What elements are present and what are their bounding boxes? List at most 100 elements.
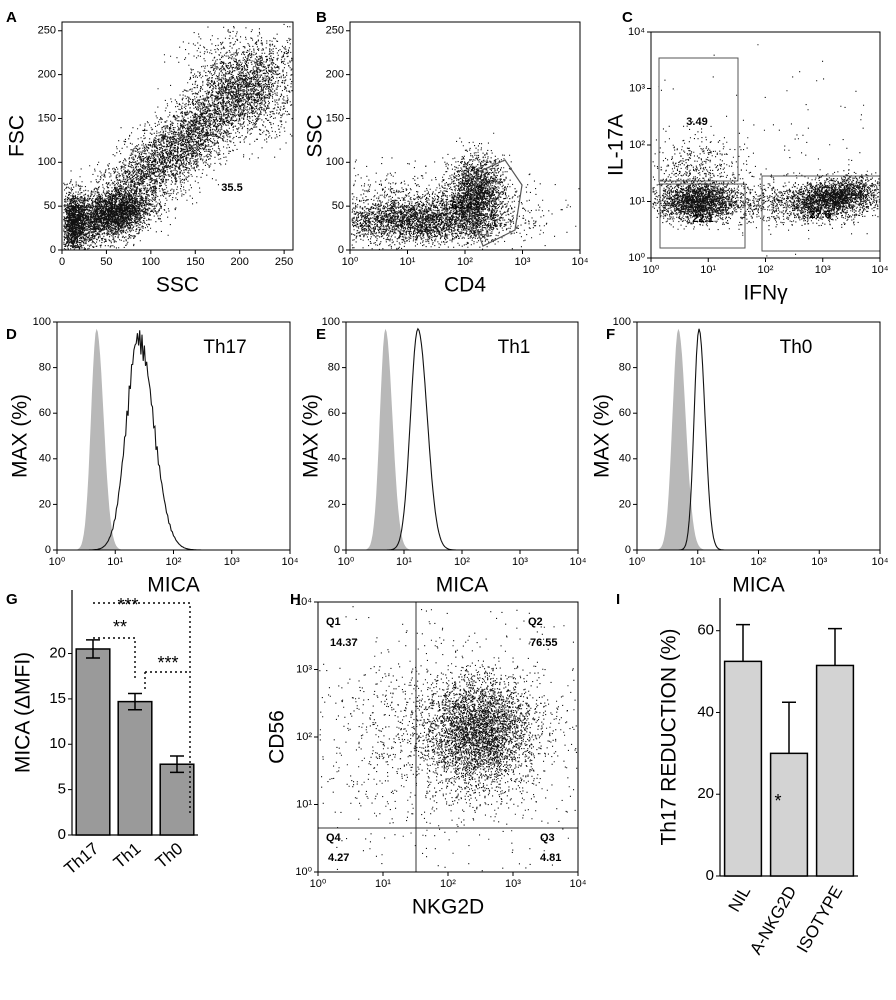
panel-label: E — [316, 326, 326, 343]
x-axis-label: CD4 — [444, 274, 486, 297]
plot-frame — [650, 31, 881, 259]
x-axis-label: IFNγ — [743, 282, 788, 305]
y-tick-label: 0 — [625, 544, 631, 556]
y-tick-label: 200 — [38, 69, 56, 81]
x-tick-label: Th0 — [152, 839, 187, 872]
y-tick-label: 10⁴ — [295, 596, 312, 608]
y-tick-label: 100 — [33, 316, 51, 328]
x-tick-label: 10¹ — [375, 878, 391, 890]
annotation: 3.49 — [686, 116, 707, 128]
x-tick-label: 10⁰ — [49, 556, 66, 568]
annotation: Q2 — [528, 616, 543, 628]
y-tick-label: 150 — [326, 112, 344, 124]
panel — [63, 23, 293, 250]
x-tick-label: 10⁰ — [629, 556, 646, 568]
panel — [351, 132, 580, 250]
x-tick-label: 250 — [275, 256, 293, 268]
gate — [658, 57, 739, 182]
x-tick-label: 50 — [100, 256, 112, 268]
y-tick-label: 10¹ — [296, 798, 312, 810]
annotation: *** — [157, 653, 178, 673]
error-bar — [128, 692, 142, 711]
x-tick-label: 100 — [142, 256, 160, 268]
x-axis-label: MICA — [732, 574, 785, 597]
y-tick-label: 20 — [619, 498, 631, 510]
x-axis-label: MICA — [436, 574, 489, 597]
x-tick-label: 10² — [751, 556, 767, 568]
dot-cloud — [351, 132, 580, 250]
y-tick-label: 100 — [613, 316, 631, 328]
y-axis-label: CD56 — [266, 710, 289, 764]
x-tick-label: 10⁴ — [570, 556, 587, 568]
y-tick-label: 10³ — [629, 82, 645, 94]
y-axis-label: MAX (%) — [300, 394, 323, 478]
dot-cloud — [63, 23, 293, 250]
panel-label: D — [6, 326, 17, 343]
y-tick-label: 150 — [38, 112, 56, 124]
x-tick-label: 10¹ — [400, 256, 416, 268]
panel — [57, 328, 290, 551]
y-tick-label: 20 — [328, 498, 340, 510]
x-tick-label: 10¹ — [396, 556, 412, 568]
y-tick-label: 50 — [332, 200, 344, 212]
y-tick-label: 250 — [326, 25, 344, 37]
y-tick-label: 80 — [328, 362, 340, 374]
y-tick-label: 40 — [619, 453, 631, 465]
x-tick-label: 0 — [59, 256, 65, 268]
x-tick-label: 10³ — [505, 878, 521, 890]
annotation: 4.81 — [540, 852, 561, 864]
x-tick-label: 10⁰ — [342, 256, 359, 268]
annotation: Th0 — [780, 337, 813, 358]
panel-label: G — [6, 591, 18, 608]
dot-cloud — [652, 44, 880, 257]
annotation: ** — [113, 617, 127, 637]
annotation: 27.6 — [809, 209, 830, 221]
y-tick-label: 0 — [338, 244, 344, 256]
y-axis-label: FSC — [6, 115, 29, 157]
y-tick-label: 40 — [328, 453, 340, 465]
y-tick-label: 20 — [697, 785, 714, 802]
y-tick-label: 5 — [58, 781, 66, 798]
annotation: 4.27 — [328, 852, 349, 864]
x-tick-label: 10⁴ — [872, 556, 889, 568]
isotype-histogram — [57, 328, 290, 550]
y-tick-label: 40 — [39, 453, 51, 465]
error-bar — [828, 627, 842, 666]
x-tick-label: 10³ — [512, 556, 528, 568]
x-tick-label: 200 — [231, 256, 249, 268]
x-tick-label: 10¹ — [107, 556, 123, 568]
x-axis-label: MICA — [147, 574, 200, 597]
annotation: 14.37 — [330, 637, 358, 649]
y-tick-label: 80 — [39, 362, 51, 374]
y-tick-label: 50 — [44, 200, 56, 212]
x-tick-label: 10³ — [815, 264, 831, 276]
panel-label: F — [606, 326, 615, 343]
y-tick-label: 10⁰ — [628, 252, 645, 264]
isotype-histogram — [637, 328, 880, 550]
annotation: 76.55 — [530, 637, 558, 649]
x-tick-label: 10⁴ — [572, 256, 589, 268]
panel — [346, 327, 578, 551]
panel-label: I — [616, 591, 620, 608]
x-tick-label: 10⁰ — [643, 264, 660, 276]
y-tick-label: 10 — [49, 735, 66, 752]
isotype-histogram — [346, 328, 578, 550]
annotation: *** — [117, 595, 138, 615]
y-tick-label: 100 — [38, 156, 56, 168]
x-tick-label: Th17 — [61, 839, 103, 878]
x-axis-label: SSC — [156, 274, 199, 297]
panel — [652, 44, 881, 257]
y-tick-label: 10² — [629, 139, 645, 151]
y-axis-label: MAX (%) — [9, 394, 32, 478]
y-tick-label: 20 — [49, 644, 66, 661]
y-tick-label: 100 — [326, 156, 344, 168]
y-tick-label: 100 — [322, 316, 340, 328]
panel-label: C — [622, 9, 633, 26]
x-tick-label: 10² — [758, 264, 774, 276]
x-tick-label: 10⁴ — [282, 556, 299, 568]
x-tick-label: 10² — [457, 256, 473, 268]
y-tick-label: 80 — [619, 362, 631, 374]
x-tick-label: 10⁴ — [872, 264, 889, 276]
bar — [117, 700, 153, 836]
